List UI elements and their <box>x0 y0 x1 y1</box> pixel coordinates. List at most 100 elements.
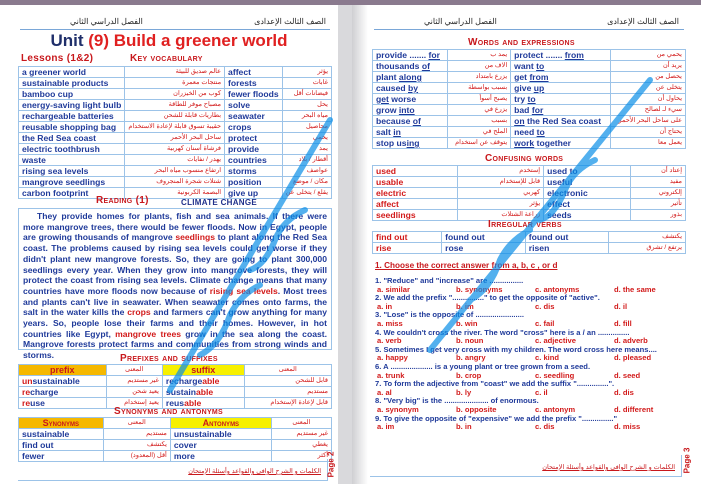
expression-text: provide ....... <box>376 50 429 60</box>
preposition: to <box>527 94 536 104</box>
words-expressions-title: Words and expressions <box>468 37 575 48</box>
suffixed-word: sustainable <box>161 386 245 398</box>
preposition: to <box>536 61 545 71</box>
answer-option[interactable]: c. il <box>535 387 548 397</box>
table-row: usable قابل للإستخدام useful مفيد <box>372 176 687 188</box>
answer-option[interactable]: b. angry <box>456 353 486 363</box>
window-top-border <box>0 0 701 5</box>
english-term: rechargeable batteries <box>17 110 126 122</box>
page-number: Page 2 <box>326 451 336 478</box>
english-term: unsustainable <box>169 428 272 440</box>
prefixed-word: reuse <box>18 397 107 409</box>
answer-option[interactable]: d. pleased <box>614 353 652 363</box>
answer-option[interactable]: a. al <box>377 387 392 397</box>
table-row: find out found out found out يكتشف <box>371 231 686 243</box>
prefixed-word: recharge <box>18 386 107 398</box>
question-list: 1. "Reduce" and "increase" are .........… <box>375 276 691 432</box>
suffix-part: able <box>196 387 214 397</box>
english-term: reusable shopping bag <box>17 121 126 133</box>
suffixed-word: reusable <box>161 397 245 409</box>
preposition: of <box>421 61 430 71</box>
answer-option[interactable]: b. ly <box>456 387 472 397</box>
arabic-meaning: حقيبة تسوق قابلة لإعادة الاستخدام <box>124 121 226 133</box>
arabic-meaning: يزرع في <box>447 104 512 116</box>
expression-text: the Red Sea coast <box>524 116 602 126</box>
answer-option[interactable]: d. il <box>614 301 628 311</box>
arabic-meaning: أقطار / بلاد <box>281 154 333 166</box>
table-row: electric toothbrush فرشاة أسنان كهربية pro… <box>17 143 333 155</box>
root-part: use <box>30 398 45 408</box>
expression: plant along <box>371 71 449 83</box>
answer-option[interactable]: a. trunk <box>377 370 405 380</box>
arabic-meaning: يهدر / نفايات <box>124 154 226 166</box>
arabic-meaning: سيء لـ لصالح <box>609 104 687 116</box>
right-page: الصف الثالث الإعدادى الفصل الدراسي الثان… <box>352 5 701 484</box>
answer-option[interactable]: a. miss <box>377 318 403 328</box>
answer-option[interactable]: b. in <box>456 422 472 432</box>
answer-option[interactable]: d. dis <box>614 387 634 397</box>
unit-name: Build a greener world <box>113 31 288 50</box>
answer-option[interactable]: b. opposite <box>456 404 497 414</box>
table-row: recharge يعيد شحن sustainable مستديم <box>18 386 333 398</box>
arabic-meaning: يزرع بامتداد <box>447 71 512 83</box>
arabic-meaning: يكتشف <box>102 439 171 451</box>
arabic-meaning: على ساحل البحر الأحمر <box>609 115 687 127</box>
answer-option[interactable]: a. happy <box>377 353 408 363</box>
arabic-meaning: شتلات شجرة المنجروف <box>124 176 226 188</box>
answer-option[interactable]: b. crop <box>456 370 482 380</box>
answer-option[interactable]: c. seedling <box>535 370 575 380</box>
unit-number: (9) <box>88 31 109 50</box>
arabic-meaning: يغطي <box>270 439 333 451</box>
table-row: electric كهربي electronic إلكتروني <box>372 187 687 199</box>
answer-option[interactable]: c. kind <box>535 353 560 363</box>
answer-option[interactable]: a. verb <box>377 336 402 346</box>
table-row: sustainable products منتجات معمرة forests غ… <box>17 77 333 89</box>
column-header: المعنى <box>102 417 171 429</box>
root-part: reus <box>165 398 185 408</box>
arabic-meaning: غير مستديم <box>105 375 163 387</box>
english-term: find out <box>371 231 443 243</box>
answer-option[interactable]: a. synonym <box>377 404 419 414</box>
preposition: for <box>531 105 544 115</box>
root-part: charge <box>30 387 59 397</box>
reading-passage: They provide homes for plants, fish and … <box>18 208 332 360</box>
question-item: 2. We add the prefix "..............." t… <box>375 294 691 311</box>
table-row: a greener world عالم صديق للبيئة affect يؤث… <box>17 66 333 78</box>
expression: give up <box>510 82 611 94</box>
english-term: affect <box>372 198 458 210</box>
arabic-meaning: أكثر <box>270 450 333 462</box>
root-part: sustainable <box>32 376 80 386</box>
answer-option[interactable]: c. antonym <box>535 404 576 414</box>
expression: work together <box>510 137 611 149</box>
table-row: bamboo cup كوب من الخيزران fewer floods فيض… <box>17 88 333 100</box>
english-term: effect <box>543 198 631 210</box>
table-row: rechargeable batteries بطاريات قابلة للشح… <box>17 110 333 122</box>
answer-option[interactable]: d. the same <box>614 284 656 294</box>
answer-options: a. al b. ly c. il d. dis <box>375 387 691 398</box>
english-term: usable <box>372 176 458 188</box>
answer-option[interactable]: a. similar <box>377 284 410 294</box>
answer-option[interactable]: a. im <box>377 422 395 432</box>
answer-option[interactable]: d. different <box>614 404 654 414</box>
expression: salt in <box>371 126 449 138</box>
arabic-meaning: يحمي من <box>609 49 687 61</box>
table-row: stop using يتوقف عن استخدام work together ي… <box>371 137 687 149</box>
answer-option[interactable]: d. miss <box>614 422 641 432</box>
question-item: 1. "Reduce" and "increase" are .........… <box>375 276 691 294</box>
highlighted-term: mangrove trees <box>115 328 182 339</box>
answer-option[interactable]: c. dis <box>535 301 555 311</box>
expression: need to <box>510 126 611 138</box>
expression: want to <box>510 60 611 72</box>
english-term: electronic <box>543 187 631 199</box>
arabic-meaning: found out <box>441 231 526 243</box>
english-term: carbon footprint <box>17 187 126 199</box>
answer-options: a. trunk b. crop c. seedling d. seed <box>375 370 691 381</box>
english-term: give up <box>224 187 283 199</box>
expression: try to <box>510 93 611 105</box>
answer-option[interactable]: c. dis <box>535 422 555 432</box>
expression-text: caused <box>376 83 409 93</box>
highlighted-term: rising sea levels <box>209 285 278 296</box>
answer-option[interactable]: d. seed <box>614 370 641 380</box>
answer-option[interactable]: a. in <box>377 301 393 311</box>
root-part: sustain <box>165 387 197 397</box>
